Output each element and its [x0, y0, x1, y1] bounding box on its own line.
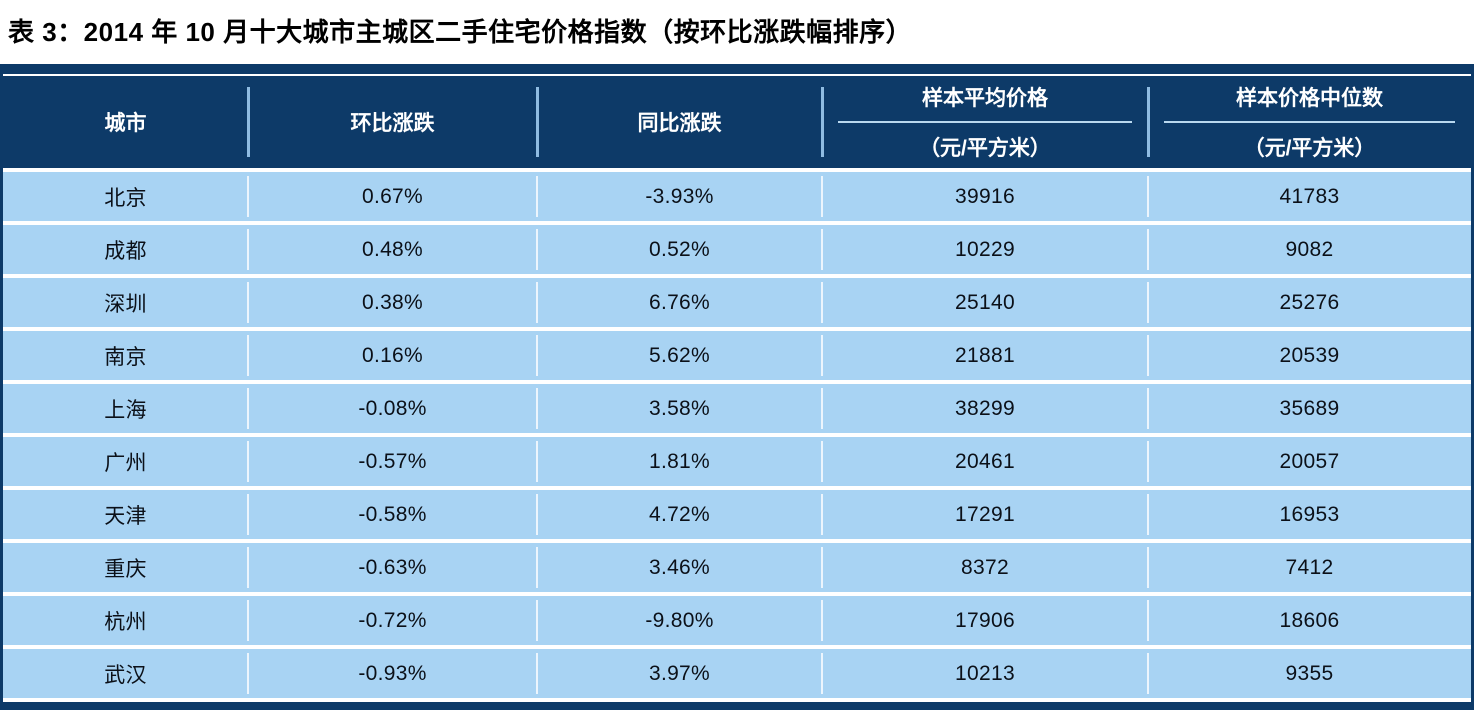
table-row: 重庆 -0.63% 3.46% 8372 7412: [3, 543, 1471, 592]
cell-yoy-change: 6.76%: [536, 278, 822, 327]
table-header-row: 城市 环比涨跌 同比涨跌 样本平均价格 （元/平方米） 样本价格中位数 （元/平…: [3, 76, 1471, 168]
cell-yoy-change: 4.72%: [536, 490, 822, 539]
table-row: 北京 0.67% -3.93% 39916 41783: [3, 172, 1471, 221]
cell-avg-price: 25140: [821, 278, 1148, 327]
cell-yoy-change: 3.97%: [536, 649, 822, 698]
column-header-median-price: 样本价格中位数 （元/平方米）: [1147, 76, 1471, 168]
column-header-mom-change: 环比涨跌: [247, 76, 537, 168]
cell-median-price: 9082: [1147, 225, 1471, 274]
cell-avg-price: 17906: [821, 596, 1148, 645]
cell-avg-price: 17291: [821, 490, 1148, 539]
cell-city: 成都: [104, 239, 147, 263]
cell-mom-change: 0.38%: [247, 278, 537, 327]
cell-yoy-change: 5.62%: [536, 331, 822, 380]
cell-city: 重庆: [104, 557, 147, 581]
column-header-city: 城市: [104, 112, 147, 135]
cell-city: 北京: [104, 186, 147, 210]
column-header-avg-price-unit: （元/平方米）: [919, 137, 1051, 160]
cell-city: 上海: [104, 398, 147, 422]
table-title: 表 3：2014 年 10 月十大城市主城区二手住宅价格指数（按环比涨跌幅排序）: [8, 17, 913, 47]
table-row: 武汉 -0.93% 3.97% 10213 9355: [3, 649, 1471, 698]
cell-yoy-change: 0.52%: [536, 225, 822, 274]
cell-yoy-change: -3.93%: [536, 172, 822, 221]
cell-avg-price: 10229: [821, 225, 1148, 274]
cell-city: 天津: [104, 504, 147, 528]
column-header-yoy-change: 同比涨跌: [536, 76, 822, 168]
table-row: 天津 -0.58% 4.72% 17291 16953: [3, 490, 1471, 539]
cell-avg-price: 10213: [821, 649, 1148, 698]
cell-mom-change: -0.72%: [247, 596, 537, 645]
cell-median-price: 25276: [1147, 278, 1471, 327]
cell-mom-change: 0.48%: [247, 225, 537, 274]
cell-city: 广州: [104, 451, 147, 475]
cell-mom-change: 0.67%: [247, 172, 537, 221]
price-index-table: 城市 环比涨跌 同比涨跌 样本平均价格 （元/平方米） 样本价格中位数 （元/平…: [0, 64, 1474, 710]
cell-median-price: 16953: [1147, 490, 1471, 539]
column-header-median-price-label: 样本价格中位数: [1164, 82, 1455, 123]
cell-avg-price: 39916: [821, 172, 1148, 221]
cell-yoy-change: 1.81%: [536, 437, 822, 486]
cell-median-price: 41783: [1147, 172, 1471, 221]
cell-avg-price: 8372: [821, 543, 1148, 592]
table-row: 南京 0.16% 5.62% 21881 20539: [3, 331, 1471, 380]
cell-median-price: 20057: [1147, 437, 1471, 486]
cell-city: 深圳: [104, 292, 147, 316]
cell-yoy-change: -9.80%: [536, 596, 822, 645]
cell-mom-change: -0.63%: [247, 543, 537, 592]
column-header-avg-price: 样本平均价格 （元/平方米）: [821, 76, 1148, 168]
table-row: 深圳 0.38% 6.76% 25140 25276: [3, 278, 1471, 327]
cell-yoy-change: 3.46%: [536, 543, 822, 592]
cell-mom-change: -0.57%: [247, 437, 537, 486]
cell-median-price: 7412: [1147, 543, 1471, 592]
table-row: 成都 0.48% 0.52% 10229 9082: [3, 225, 1471, 274]
cell-avg-price: 21881: [821, 331, 1148, 380]
table-row: 上海 -0.08% 3.58% 38299 35689: [3, 384, 1471, 433]
cell-city: 南京: [104, 345, 147, 369]
cell-mom-change: 0.16%: [247, 331, 537, 380]
cell-avg-price: 38299: [821, 384, 1148, 433]
cell-median-price: 20539: [1147, 331, 1471, 380]
cell-median-price: 9355: [1147, 649, 1471, 698]
column-header-avg-price-label: 样本平均价格: [838, 82, 1132, 123]
cell-median-price: 35689: [1147, 384, 1471, 433]
table-bottom-bar: [3, 702, 1471, 710]
cell-yoy-change: 3.58%: [536, 384, 822, 433]
table-top-bar: [3, 64, 1471, 76]
cell-mom-change: -0.93%: [247, 649, 537, 698]
cell-median-price: 18606: [1147, 596, 1471, 645]
column-header-median-price-unit: （元/平方米）: [1243, 137, 1376, 160]
cell-avg-price: 20461: [821, 437, 1148, 486]
cell-mom-change: -0.58%: [247, 490, 537, 539]
table-row: 广州 -0.57% 1.81% 20461 20057: [3, 437, 1471, 486]
cell-city: 武汉: [104, 663, 147, 687]
table-row: 杭州 -0.72% -9.80% 17906 18606: [3, 596, 1471, 645]
cell-mom-change: -0.08%: [247, 384, 537, 433]
cell-city: 杭州: [104, 610, 147, 634]
